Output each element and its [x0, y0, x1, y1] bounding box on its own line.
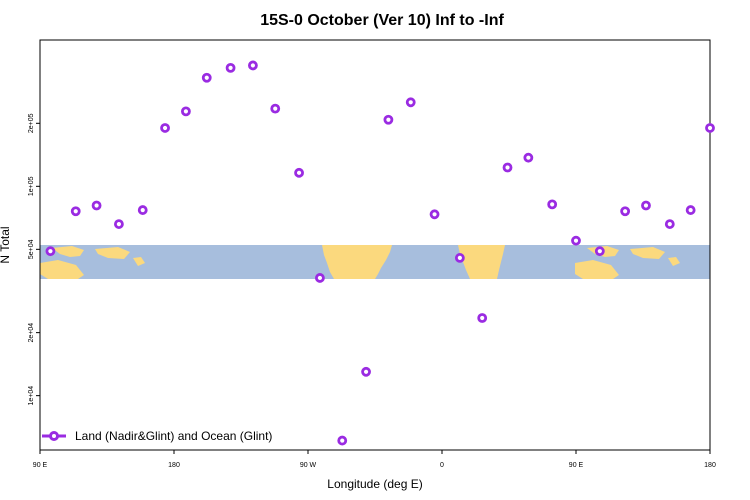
y-tick-label: 1e+04	[28, 386, 35, 406]
x-tick-label: 90 E	[569, 462, 584, 469]
legend: Land (Nadir&Glint) and Ocean (Glint)	[42, 429, 272, 443]
x-tick-label: 90 E	[33, 462, 48, 469]
data-point	[405, 97, 416, 108]
data-point	[91, 200, 102, 211]
land-pacific-islands-east	[668, 257, 680, 266]
y-axis-ticks: 1e+04 2e+04 5e+04 1e+05 2e+05	[28, 113, 40, 405]
land-new-guinea-west	[95, 247, 130, 259]
y-axis-label: N Total	[0, 226, 12, 263]
data-point	[664, 219, 675, 229]
y-tick-label: 2e+05	[28, 113, 35, 133]
data-point	[454, 253, 465, 263]
data-point	[337, 435, 348, 446]
y-tick-label: 1e+05	[28, 176, 35, 196]
data-point	[114, 219, 124, 229]
x-tick-label: 0	[440, 462, 444, 469]
data-point	[594, 246, 605, 257]
data-point	[181, 106, 191, 117]
land-australia-west	[40, 260, 84, 279]
x-tick-label: 180	[168, 462, 180, 469]
data-point	[523, 152, 534, 163]
y-tick-label: 2e+04	[28, 323, 35, 343]
land-pacific-islands-west	[133, 257, 145, 266]
data-point	[620, 206, 631, 217]
data-point	[429, 209, 440, 220]
chart-title: 15S-0 October (Ver 10) Inf to -Inf	[260, 12, 504, 29]
data-point	[502, 162, 513, 173]
land-south-america	[322, 245, 392, 279]
data-point	[685, 205, 696, 215]
x-axis-ticks: 90 E 180 90 W 0 90 E 180	[33, 450, 716, 469]
data-point	[137, 205, 148, 215]
plot-frame	[39, 39, 711, 451]
data-point	[248, 60, 258, 71]
x-axis-label: Longitude (deg E)	[327, 477, 422, 491]
data-point	[547, 199, 558, 210]
data-point	[70, 206, 81, 217]
land-new-guinea-east	[630, 247, 665, 259]
data-point	[361, 366, 371, 377]
land-indonesia-west	[52, 246, 84, 257]
data-point	[225, 62, 236, 73]
data-point	[45, 246, 56, 257]
land-africa	[458, 245, 505, 279]
data-point	[160, 123, 170, 133]
x-tick-label: 180	[704, 462, 716, 469]
data-point	[477, 313, 488, 323]
legend-marker	[49, 431, 59, 441]
data-point	[383, 114, 394, 125]
data-point	[641, 200, 651, 211]
data-points	[45, 60, 715, 446]
data-point	[270, 103, 281, 114]
data-point	[571, 235, 581, 246]
world-map-strip	[40, 245, 710, 279]
x-tick-label: 90 W	[300, 462, 317, 469]
data-point	[315, 273, 325, 283]
y-tick-label: 5e+04	[28, 239, 35, 259]
data-point	[201, 72, 212, 83]
data-point	[705, 123, 715, 133]
land-australia-east	[575, 260, 619, 279]
legend-label: Land (Nadir&Glint) and Ocean (Glint)	[75, 429, 272, 443]
data-point	[294, 167, 304, 178]
